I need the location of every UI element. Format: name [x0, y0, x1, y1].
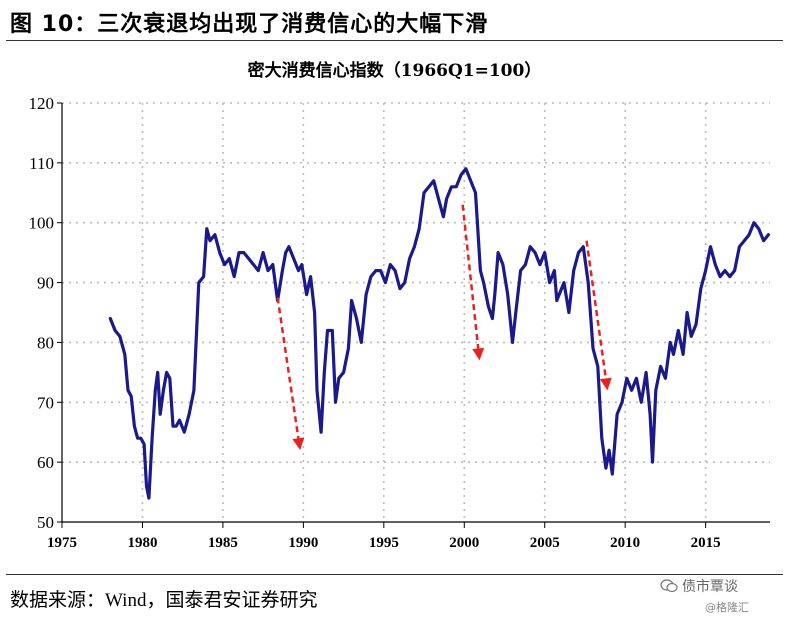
y-tick-label: 120: [29, 94, 55, 113]
y-tick-label: 50: [37, 513, 54, 532]
x-tick-label: 1975: [47, 535, 77, 551]
grid: [62, 102, 770, 522]
watermark-handle: @格隆汇: [705, 601, 749, 614]
axes: [57, 102, 770, 528]
series-layer: [108, 167, 771, 500]
x-tick-label: 2005: [530, 535, 560, 551]
x-tick-label: 1990: [288, 535, 318, 551]
y-tick-label: 70: [37, 393, 54, 412]
watermark: 债市覃谈: [660, 576, 738, 596]
top-rule: [6, 40, 783, 41]
arrow-head: [472, 347, 485, 361]
wechat-icon: [660, 579, 678, 593]
x-tick-label: 1995: [369, 535, 399, 551]
recession-arrow: [585, 240, 612, 391]
x-tick-label: 1980: [127, 535, 157, 551]
chart-title: 密大消费信心指数（1966Q1=100）: [247, 61, 542, 81]
annotation-arrows: [276, 204, 612, 451]
arrow-head: [599, 377, 612, 391]
bottom-rule: [6, 574, 783, 575]
y-tick-label: 110: [29, 154, 54, 173]
series-line: [108, 167, 771, 500]
arrow-shaft: [461, 204, 480, 349]
tick-labels: 50 60 70 80 90 100 110 120 1975 1980 1985 1990 1995 2…: [29, 94, 721, 551]
x-tick-label: 2010: [610, 535, 640, 551]
watermark-text: 债市覃谈: [682, 579, 738, 595]
figure-title: 图 10：三次衰退均出现了消费信心的大幅下滑: [10, 12, 489, 37]
x-tick-label: 2000: [449, 535, 479, 551]
y-tick-label: 60: [37, 453, 54, 472]
x-tick-label: 2015: [691, 535, 721, 551]
recession-arrow: [276, 297, 305, 451]
arrow-shaft: [276, 297, 300, 439]
arrow-head: [292, 437, 305, 451]
x-tick-label: 1985: [208, 535, 238, 551]
y-tick-label: 100: [29, 214, 55, 233]
arrow-shaft: [585, 240, 608, 379]
y-tick-label: 80: [37, 333, 54, 352]
y-tick-label: 90: [37, 274, 54, 293]
recession-arrow: [461, 204, 485, 361]
source-note: 数据来源：Wind，国泰君安证券研究: [10, 590, 318, 611]
